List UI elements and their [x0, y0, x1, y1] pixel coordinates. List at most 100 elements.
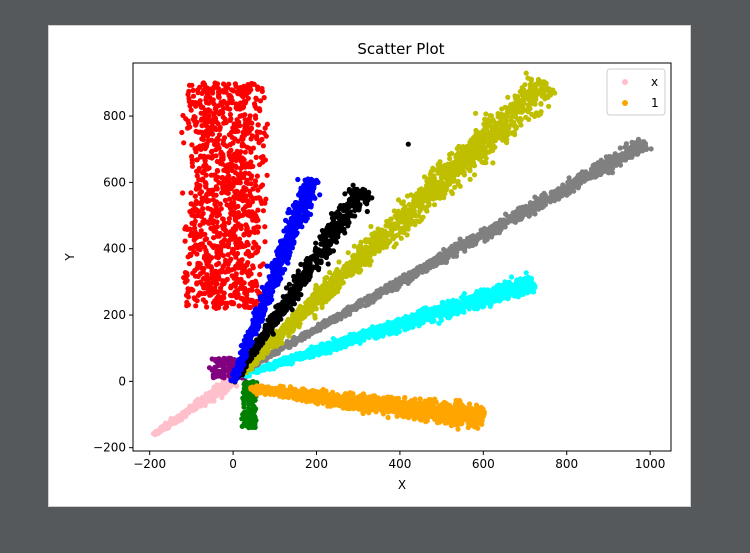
- data-point: [474, 404, 480, 410]
- data-point: [182, 279, 188, 285]
- data-point: [203, 299, 209, 305]
- data-point: [370, 393, 376, 399]
- data-point: [182, 409, 188, 415]
- data-point: [234, 250, 241, 257]
- data-point: [193, 128, 199, 134]
- data-point: [227, 106, 233, 112]
- data-point: [213, 126, 219, 133]
- data-point: [247, 304, 253, 311]
- data-point: [418, 417, 424, 423]
- data-point: [212, 172, 218, 178]
- data-point: [203, 397, 209, 404]
- data-point: [218, 206, 224, 212]
- data-point: [209, 137, 215, 143]
- data-point: [245, 249, 252, 255]
- data-point: [202, 146, 208, 152]
- data-point: [243, 204, 249, 210]
- data-point: [205, 154, 211, 160]
- data-point: [506, 280, 512, 286]
- data-point: [311, 397, 317, 403]
- data-point: [193, 149, 199, 155]
- data-point: [295, 390, 302, 396]
- data-point: [250, 245, 256, 251]
- data-point: [269, 389, 275, 395]
- data-point: [244, 239, 250, 245]
- data-point: [214, 224, 220, 230]
- data-point: [262, 125, 268, 131]
- data-point: [264, 172, 270, 178]
- data-point: [461, 404, 467, 410]
- data-point: [194, 251, 200, 257]
- data-point: [251, 101, 258, 107]
- data-point: [320, 394, 326, 400]
- data-point: [306, 347, 312, 353]
- data-point: [226, 216, 232, 222]
- data-point: [417, 407, 423, 413]
- data-point: [179, 413, 185, 419]
- data-point: [181, 140, 187, 146]
- data-point: [197, 129, 203, 135]
- data-point: [346, 395, 352, 401]
- data-point: [198, 228, 204, 234]
- data-point: [259, 85, 265, 92]
- data-point: [244, 292, 250, 298]
- data-point: [192, 213, 198, 219]
- data-point: [496, 282, 502, 288]
- data-point: [209, 149, 215, 155]
- data-point: [325, 394, 331, 400]
- data-point: [247, 113, 253, 119]
- data-point: [164, 426, 170, 432]
- data-point: [220, 216, 226, 222]
- data-point: [208, 206, 214, 212]
- data-point: [227, 258, 233, 264]
- data-point: [228, 355, 234, 361]
- data-point: [500, 282, 506, 288]
- data-point: [214, 276, 220, 282]
- data-point: [231, 266, 237, 272]
- data-point: [225, 361, 231, 367]
- data-point: [234, 152, 241, 158]
- data-point: [252, 178, 259, 184]
- data-point: [213, 268, 219, 274]
- data-point: [233, 271, 239, 277]
- data-point: [200, 110, 206, 116]
- data-point: [349, 340, 355, 346]
- data-point: [250, 145, 256, 151]
- data-point: [209, 187, 215, 193]
- data-point: [224, 85, 231, 91]
- data-point: [189, 142, 195, 148]
- data-point: [421, 315, 427, 321]
- data-point: [464, 302, 471, 308]
- data-point: [212, 115, 218, 121]
- data-point: [246, 417, 252, 423]
- data-point: [225, 268, 232, 274]
- data-point: [210, 220, 216, 226]
- data-point: [223, 119, 229, 126]
- data-point: [208, 216, 214, 222]
- data-point: [221, 81, 227, 87]
- data-point: [357, 393, 364, 399]
- data-point: [241, 174, 247, 180]
- data-point: [478, 406, 485, 412]
- data-point: [523, 270, 529, 276]
- data-point: [198, 201, 204, 207]
- data-point: [205, 133, 211, 139]
- data-point: [198, 189, 205, 195]
- data-point: [238, 244, 244, 250]
- data-point: [221, 295, 227, 301]
- data-point: [242, 381, 248, 387]
- data-point: [260, 159, 266, 165]
- data-point: [180, 190, 186, 196]
- data-point: [219, 190, 225, 196]
- data-point: [229, 273, 235, 279]
- data-point: [204, 272, 210, 278]
- data-point: [232, 163, 239, 169]
- data-point: [182, 270, 188, 276]
- data-point: [461, 414, 467, 420]
- data-point: [262, 239, 268, 245]
- data-point: [202, 231, 208, 237]
- data-point: [231, 212, 237, 218]
- data-point: [203, 236, 210, 242]
- data-point: [332, 346, 338, 352]
- data-point: [190, 270, 196, 276]
